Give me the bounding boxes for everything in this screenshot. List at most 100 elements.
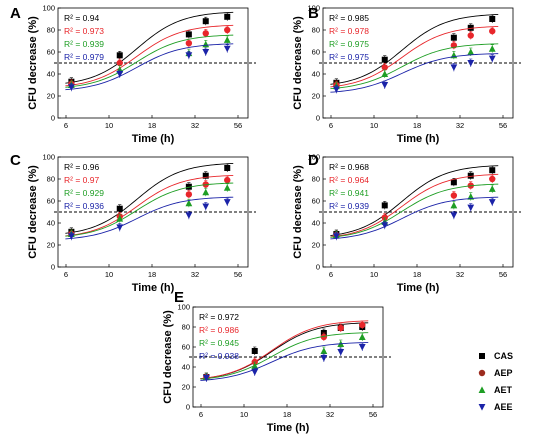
panel-letter: E — [174, 289, 184, 306]
y-tick-label: 40 — [47, 219, 55, 228]
y-tick-label: 60 — [47, 197, 55, 206]
y-axis-title: CFU decrease (%) — [292, 165, 304, 259]
r2-label: R² = 0.973 — [64, 26, 104, 36]
y-tick-label: 40 — [312, 219, 320, 228]
data-point — [467, 48, 475, 55]
fit-curve — [65, 163, 234, 234]
data-point — [320, 333, 328, 341]
data-point — [467, 172, 474, 179]
r2-label: R² = 0.939 — [64, 39, 104, 49]
data-point — [185, 31, 192, 38]
legend-label: AEP — [494, 368, 513, 378]
data-point — [488, 45, 496, 52]
y-axis-title: CFU decrease (%) — [27, 165, 39, 259]
y-axis-title: CFU decrease (%) — [162, 310, 174, 404]
r2-label: R² = 0.975 — [329, 39, 369, 49]
r2-label: R² = 0.968 — [329, 162, 369, 172]
data-point — [224, 26, 231, 34]
legend-item-aet: AET — [478, 385, 513, 395]
data-point — [488, 185, 496, 192]
r2-label: R² = 0.94 — [64, 13, 99, 23]
r2-label: R² = 0.986 — [199, 325, 239, 335]
data-point — [467, 204, 475, 212]
fit-curve — [200, 320, 369, 380]
y-tick-label: 20 — [47, 92, 55, 101]
fit-curve — [65, 174, 234, 237]
r2-label: R² = 0.945 — [199, 338, 239, 348]
x-tick-label: 32 — [326, 410, 334, 419]
series-cas — [65, 11, 234, 86]
y-tick-label: 80 — [312, 175, 320, 184]
x-axis-title: Time (h) — [397, 282, 440, 294]
x-tick-label: 32 — [191, 270, 199, 279]
legend-marker — [478, 404, 486, 411]
y-tick-label: 60 — [47, 48, 55, 57]
data-point — [251, 369, 259, 376]
y-tick-label: 0 — [51, 263, 55, 272]
y-tick-label: 80 — [47, 175, 55, 184]
x-tick-label: 56 — [369, 410, 377, 419]
data-point — [223, 45, 231, 53]
plot-frame — [322, 156, 514, 268]
data-point — [116, 71, 124, 78]
legend: CAS AEP AET AEE — [478, 351, 513, 412]
legend-label: CAS — [494, 351, 513, 361]
legend-item-aep: AEP — [478, 368, 513, 378]
y-axis-title: CFU decrease (%) — [27, 16, 39, 110]
data-point — [202, 375, 210, 382]
r2-label: R² = 0.939 — [329, 201, 369, 211]
legend-label: AEE — [494, 402, 513, 412]
data-point — [450, 212, 458, 219]
data-point — [251, 348, 258, 354]
y-tick-label: 80 — [47, 26, 55, 35]
series-aee — [65, 196, 234, 241]
panel-letter: C — [10, 152, 21, 169]
series-aee — [65, 43, 234, 92]
y-tick-label: 40 — [47, 70, 55, 79]
legend-item-aee: AEE — [478, 402, 513, 412]
y-tick-label: 0 — [186, 403, 190, 412]
data-point — [450, 201, 458, 209]
data-point — [320, 355, 328, 362]
r2-label: R² = 0.985 — [329, 13, 369, 23]
r2-label: R² = 0.938 — [199, 351, 239, 361]
legend-marker — [478, 386, 486, 393]
x-axis-title: Time (h) — [397, 133, 440, 145]
series-cas — [65, 163, 234, 236]
y-tick-label: 100 — [177, 303, 190, 312]
y-axis-title: CFU decrease (%) — [292, 16, 304, 110]
fit-curve — [330, 53, 499, 93]
fit-curve — [65, 34, 234, 88]
panel-letter: A — [10, 5, 21, 22]
data-point — [337, 324, 344, 332]
data-point — [467, 60, 475, 67]
legend-marker — [479, 353, 485, 359]
data-point — [358, 344, 366, 351]
data-point — [489, 16, 496, 22]
data-point — [223, 199, 231, 206]
series-aee — [200, 342, 369, 382]
r2-label: R² = 0.941 — [329, 188, 369, 198]
x-tick-label: 6 — [199, 410, 203, 419]
data-point — [185, 212, 193, 219]
y-tick-label: 100 — [42, 153, 55, 162]
plot-frame — [192, 306, 384, 408]
data-point — [381, 56, 388, 63]
x-axis-title: Time (h) — [132, 282, 175, 294]
r2-label: R² = 0.964 — [329, 175, 369, 185]
data-point — [202, 203, 210, 211]
data-point — [67, 84, 75, 91]
legend-label: AET — [494, 385, 513, 395]
x-tick-label: 10 — [105, 121, 113, 130]
r2-label: R² = 0.972 — [199, 312, 239, 322]
chart-panel-a: A 0 20 40 60 80 100 6 10 18 32 56 Time (h) CFU decrea… — [10, 4, 256, 145]
y-tick-label: 20 — [312, 92, 320, 101]
data-point — [450, 34, 457, 41]
fit-curve — [330, 165, 499, 236]
data-point — [450, 64, 458, 71]
plot-frame — [322, 7, 514, 119]
data-point — [224, 13, 231, 20]
fit-curve — [330, 25, 499, 88]
x-tick-label: 18 — [148, 121, 156, 130]
